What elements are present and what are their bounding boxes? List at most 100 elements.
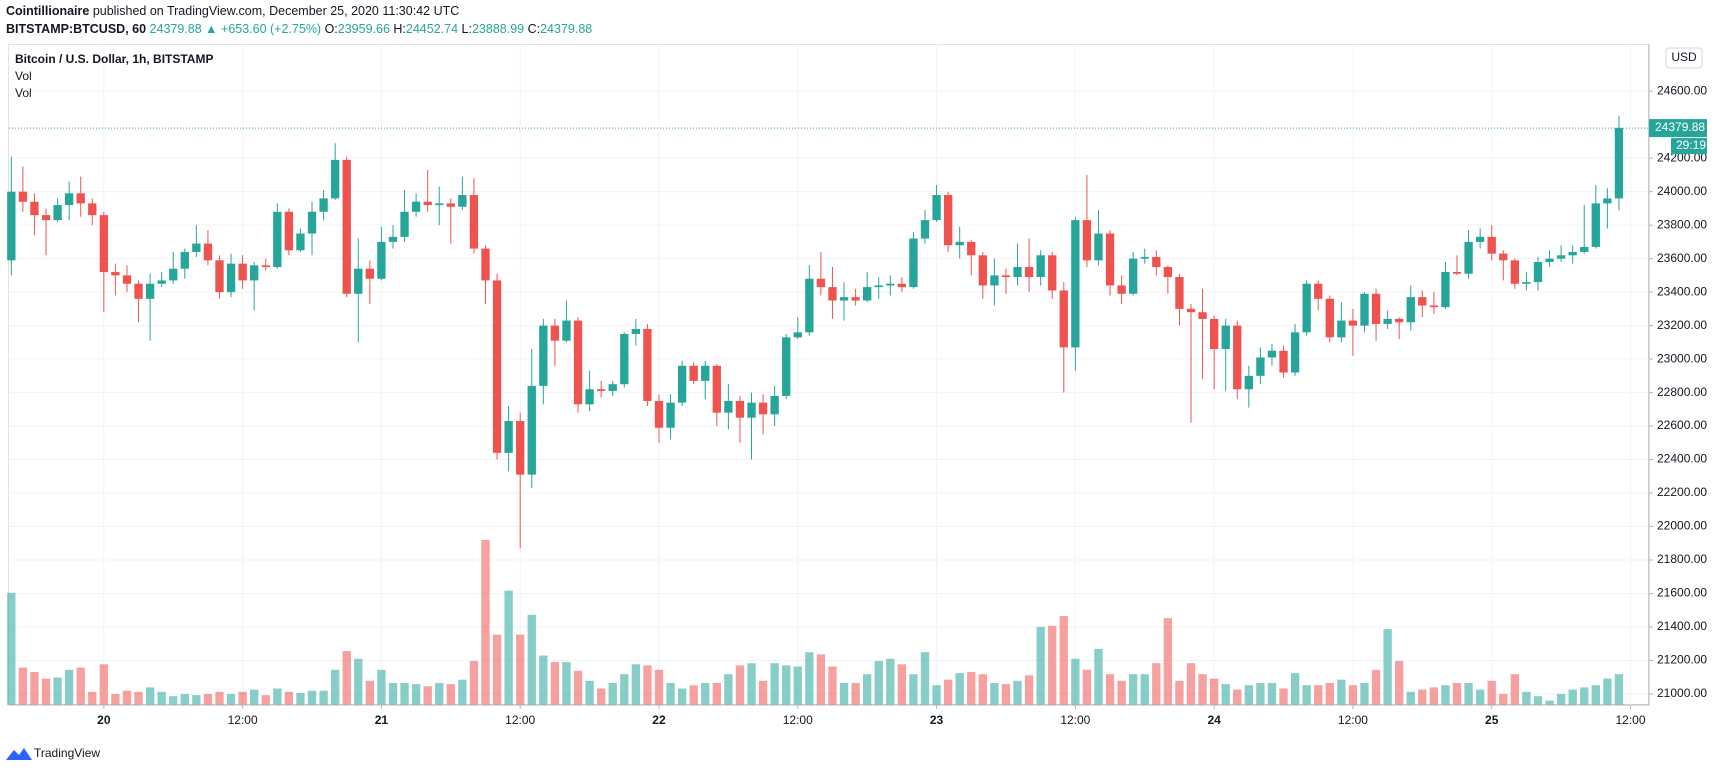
volume-bar xyxy=(1522,691,1531,705)
candle-body xyxy=(88,203,97,216)
candle-body xyxy=(1487,236,1496,254)
volume-bar xyxy=(1279,688,1288,705)
x-tick-label: 22 xyxy=(652,713,666,727)
candle-body xyxy=(1036,255,1045,278)
volume-bar xyxy=(469,661,479,705)
candle-body xyxy=(874,285,883,288)
candle-body xyxy=(284,211,294,251)
volume-bar xyxy=(1094,648,1103,705)
volume-bar xyxy=(1001,684,1011,705)
volume-bar xyxy=(30,672,39,705)
candle-body xyxy=(1290,332,1300,373)
candle-body xyxy=(504,421,513,453)
h-value: 24452.74 xyxy=(406,22,458,36)
volume-bar xyxy=(365,680,375,705)
volume-bar xyxy=(677,688,687,705)
candle-body xyxy=(1452,272,1462,274)
candle-body xyxy=(250,265,259,281)
candle-body xyxy=(1360,293,1369,326)
candle-body xyxy=(1082,220,1092,261)
volume-bar xyxy=(712,683,721,705)
candle-body xyxy=(1475,236,1485,242)
candle-body xyxy=(1198,312,1207,319)
currency[interactable]: USD xyxy=(1671,50,1697,64)
candle-body xyxy=(1024,267,1034,278)
candle-body xyxy=(712,365,721,413)
candle-body xyxy=(1221,325,1230,350)
candle-body xyxy=(169,268,178,281)
volume-bar xyxy=(76,667,85,705)
candle-body xyxy=(180,251,189,269)
candle-body xyxy=(1302,283,1311,333)
y-tick-label: 23600.00 xyxy=(1657,251,1707,265)
volume-bar xyxy=(1371,669,1381,705)
currency-button[interactable] xyxy=(1665,47,1703,69)
candle-body xyxy=(1071,220,1080,348)
candle-body xyxy=(1175,277,1184,309)
volume-bar xyxy=(978,674,987,705)
candle-body xyxy=(192,243,201,252)
volume-bar xyxy=(504,590,513,705)
candle-body xyxy=(897,283,907,288)
candle-body xyxy=(492,280,502,453)
candle-body xyxy=(1395,318,1404,323)
volume-bar xyxy=(342,651,351,705)
volume-bar xyxy=(596,688,606,705)
volume-bar xyxy=(1487,680,1496,705)
candle-body xyxy=(1522,282,1531,284)
candle-body xyxy=(388,236,398,242)
volume-bar xyxy=(53,677,62,705)
candle-body xyxy=(527,385,536,475)
candle-body xyxy=(330,159,340,199)
publisher: Cointillionaire xyxy=(6,4,89,18)
volume-bar xyxy=(307,690,317,705)
volume-bar xyxy=(1267,683,1277,705)
volume-bar xyxy=(863,674,872,705)
volume-bar xyxy=(608,683,617,705)
volume-bar xyxy=(550,662,560,705)
candle-body xyxy=(851,297,860,301)
candle-body xyxy=(654,400,664,428)
volume-bar xyxy=(1302,685,1311,705)
candle-body xyxy=(423,201,432,206)
volume-bar xyxy=(1256,683,1265,705)
candle-body xyxy=(30,201,39,216)
volume-bar xyxy=(920,652,930,705)
volume-bar xyxy=(805,652,814,705)
candle-body xyxy=(53,205,62,221)
volume-bar xyxy=(1198,674,1207,705)
volume-bar xyxy=(816,654,826,705)
candle-body xyxy=(1533,261,1543,283)
volume-bar xyxy=(874,661,883,705)
candle-body xyxy=(1094,233,1103,261)
candle-body xyxy=(701,365,710,381)
last-price-label: 24379.88 xyxy=(1655,120,1705,134)
volume-bar xyxy=(481,540,490,705)
volume-bar xyxy=(1221,684,1230,705)
volume-bar xyxy=(377,669,386,705)
candle-body xyxy=(64,193,74,206)
candle-body xyxy=(550,325,560,341)
y-tick-label: 21600.00 xyxy=(1657,586,1707,600)
y-tick-label: 23400.00 xyxy=(1657,284,1707,298)
h-label: H: xyxy=(393,22,406,36)
published: published on TradingView.com, December 2… xyxy=(93,4,459,18)
candle-body xyxy=(1383,318,1392,324)
x-tick-label: 12:00 xyxy=(505,713,535,727)
candle-body xyxy=(377,241,386,279)
volume-bar xyxy=(1360,683,1369,705)
candle-body xyxy=(435,203,444,206)
volume-bar xyxy=(1545,700,1554,705)
volume-bar xyxy=(64,669,74,705)
volume-bar xyxy=(1140,674,1149,705)
x-tick-label: 20 xyxy=(97,713,111,727)
volume-bar xyxy=(388,683,398,705)
volume-bar xyxy=(1244,685,1253,705)
volume-bar xyxy=(1591,685,1600,705)
volume-bar xyxy=(955,673,964,705)
volume-bar xyxy=(1325,683,1334,705)
candle-body xyxy=(1140,256,1149,259)
l-value: 23888.99 xyxy=(472,22,524,36)
marks xyxy=(7,115,1649,705)
countdown-label: 29:19 xyxy=(1676,138,1706,152)
